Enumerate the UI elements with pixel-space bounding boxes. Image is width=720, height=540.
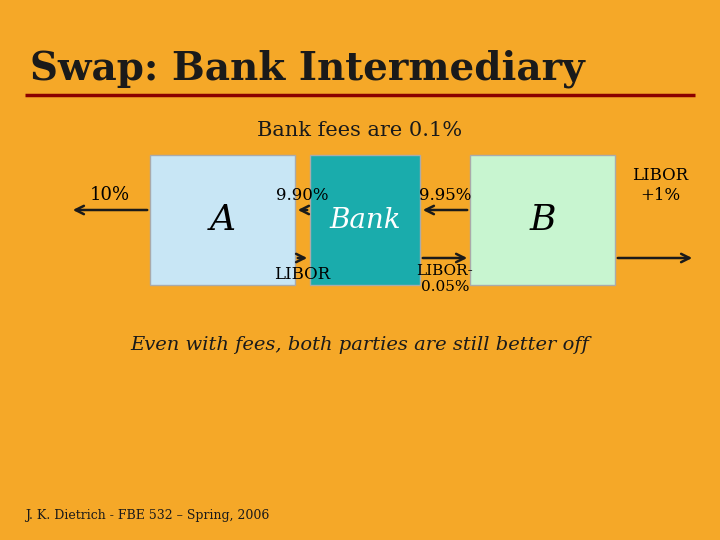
Text: LIBOR-
0.05%: LIBOR- 0.05% (417, 264, 473, 294)
Text: Even with fees, both parties are still better off: Even with fees, both parties are still b… (130, 336, 590, 354)
Text: B: B (529, 203, 556, 237)
Bar (310, 155, 420, 285)
Text: Swap: Bank Intermediary: Swap: Bank Intermediary (30, 50, 585, 89)
Text: 10%: 10% (90, 186, 130, 204)
Bar (470, 155, 615, 285)
Bar (150, 155, 295, 285)
Text: J. K. Dietrich - FBE 532 – Spring, 2006: J. K. Dietrich - FBE 532 – Spring, 2006 (25, 509, 269, 522)
Text: Bank: Bank (329, 206, 401, 233)
Text: LIBOR
+1%: LIBOR +1% (632, 167, 688, 204)
Text: A: A (210, 203, 235, 237)
Text: 9.95%: 9.95% (419, 187, 471, 204)
Text: LIBOR: LIBOR (274, 266, 330, 283)
Text: Bank fees are 0.1%: Bank fees are 0.1% (258, 120, 462, 139)
Text: 9.90%: 9.90% (276, 187, 329, 204)
